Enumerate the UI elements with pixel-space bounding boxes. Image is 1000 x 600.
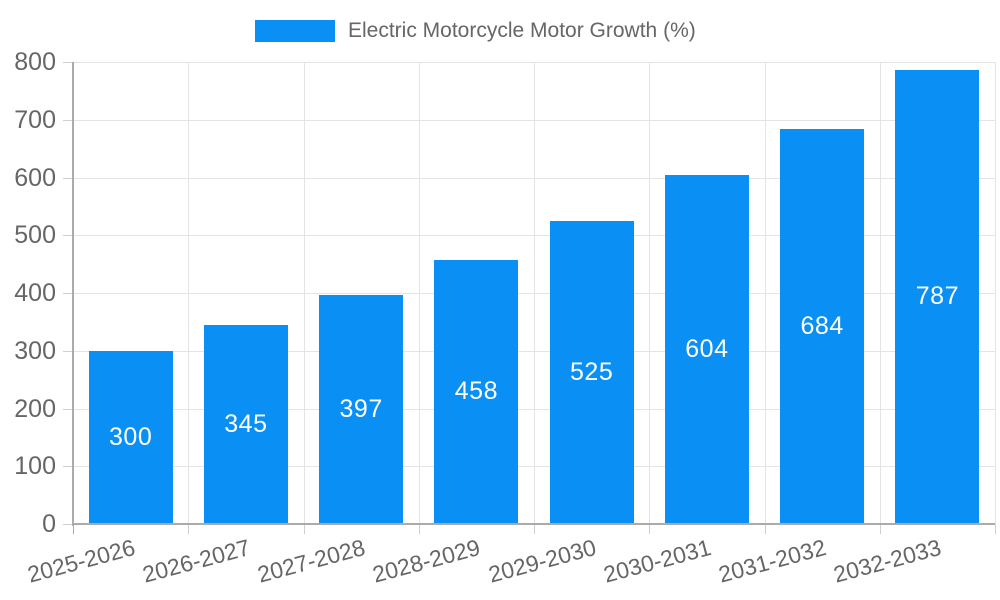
x-axis-line (73, 523, 995, 525)
y-gridline (73, 408, 995, 410)
x-axis-tick (879, 524, 881, 534)
y-axis-tick (63, 177, 73, 179)
x-gridline (303, 62, 305, 524)
x-axis-category-label: 2032-2033 (831, 534, 945, 588)
x-axis-tick (995, 524, 996, 534)
x-axis-category-label: 2025-2026 (24, 534, 138, 588)
y-axis-tick (63, 62, 73, 63)
bar-value-label: 345 (224, 409, 268, 438)
y-axis-tick-label: 600 (14, 163, 56, 192)
y-gridline (73, 177, 995, 179)
y-axis-tick-label: 300 (14, 336, 56, 365)
y-gridline (73, 119, 995, 121)
x-gridline (188, 62, 190, 524)
x-axis-tick (649, 524, 651, 534)
x-axis-category-label: 2030-2031 (600, 534, 714, 588)
y-gridline (73, 235, 995, 237)
x-axis-category-label: 2031-2032 (715, 534, 829, 588)
x-axis-tick (418, 524, 420, 534)
x-gridline (879, 62, 881, 524)
y-axis-tick-label: 500 (14, 221, 56, 250)
y-axis-tick-label: 400 (14, 279, 56, 307)
x-axis-tick (534, 524, 535, 534)
bar-value-label: 525 (570, 357, 614, 386)
y-axis-line (72, 62, 74, 526)
y-axis-tick (63, 293, 73, 294)
bar: 787 (895, 69, 980, 524)
x-gridline (649, 62, 651, 524)
y-axis-tick (63, 350, 73, 352)
y-axis-tick-label: 200 (14, 394, 56, 423)
y-axis-tick (63, 408, 73, 410)
y-axis-tick (63, 466, 73, 468)
legend-label: Electric Motorcycle Motor Growth (%) (348, 19, 696, 42)
x-axis-category-label: 2029-2030 (485, 534, 599, 588)
x-axis-tick (188, 524, 190, 534)
y-axis-tick-label: 0 (42, 510, 56, 538)
bar: 458 (434, 259, 519, 524)
x-gridline (418, 62, 420, 524)
y-axis-tick-label: 700 (14, 105, 56, 134)
x-axis-category-label: 2026-2027 (139, 534, 253, 588)
y-axis-tick (63, 119, 73, 121)
bar: 345 (203, 324, 288, 524)
bar: 525 (549, 220, 634, 524)
x-axis-category-label: 2027-2028 (254, 534, 368, 588)
bar-value-label: 787 (915, 282, 959, 311)
y-gridline (73, 524, 995, 525)
y-axis-tick (63, 524, 73, 525)
y-axis-tick (63, 235, 73, 237)
y-gridline (73, 293, 995, 294)
y-gridline (73, 350, 995, 352)
x-axis-category-label: 2028-2029 (370, 534, 484, 588)
legend-swatch (255, 20, 335, 42)
y-axis-tick-label: 100 (14, 452, 56, 481)
bar-value-label: 458 (454, 377, 498, 406)
bar: 300 (88, 350, 173, 524)
bar: 684 (780, 128, 865, 524)
bar-value-label: 684 (800, 311, 844, 340)
bar: 604 (664, 175, 749, 524)
bar-value-label: 300 (109, 422, 153, 451)
bar-value-label: 397 (339, 394, 383, 423)
x-axis-tick (73, 524, 74, 534)
y-gridline (73, 62, 995, 63)
chart-legend[interactable]: Electric Motorcycle Motor Growth (%) (255, 18, 696, 44)
x-axis-tick (303, 524, 305, 534)
bar: 397 (319, 294, 404, 524)
y-gridline (73, 466, 995, 468)
x-gridline (995, 62, 996, 524)
x-axis-tick (764, 524, 766, 534)
y-axis-tick-label: 800 (14, 48, 56, 76)
x-gridline (534, 62, 535, 524)
bar-value-label: 604 (685, 335, 729, 364)
x-gridline (764, 62, 766, 524)
